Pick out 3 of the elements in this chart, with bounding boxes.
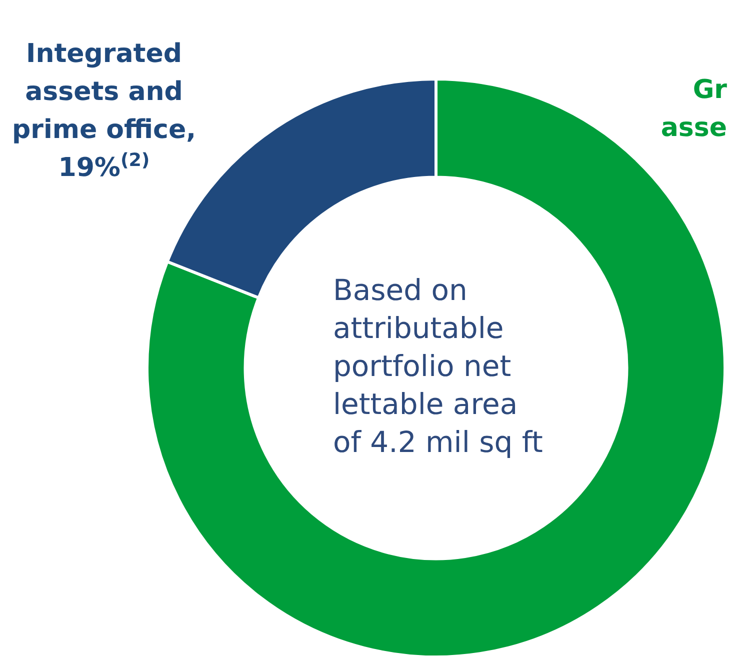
slice-label: Gr asse	[660, 75, 728, 143]
text: Based on attributable portfolio net lettable area of 4.2 mil sq ft	[333, 273, 543, 459]
slice-label: Integrated assets and prime office, 19%$^{(2)}$	[12, 39, 196, 183]
